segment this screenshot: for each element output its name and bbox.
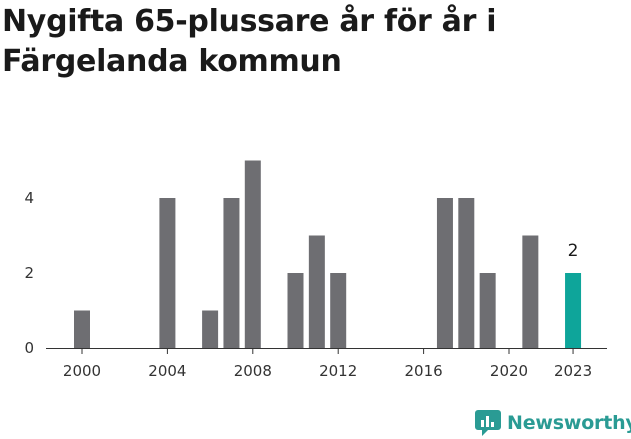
brand-logo: Newsworthy [475,407,631,439]
x-tick-label: 2000 [63,362,101,380]
bar [436,198,453,348]
bar [479,273,496,348]
x-tick-label: 2004 [148,362,186,380]
data-label: 2 [568,241,579,261]
bar-highlight [565,273,582,348]
newsworthy-logo-icon [475,410,501,436]
brand-name: Newsworthy [507,412,631,434]
bar [202,310,219,348]
bar [287,273,304,348]
x-tick-label: 2016 [405,362,443,380]
x-tick-label: 2023 [554,362,592,380]
bar [308,235,325,348]
y-tick-label: 4 [24,189,34,207]
bar [244,160,261,348]
x-tick-label: 2020 [490,362,528,380]
chart-title: Nygifta 65-plussare år för år i Färgelan… [2,4,497,79]
y-tick-label: 2 [24,264,34,282]
bar [74,310,90,348]
bar [522,235,539,348]
bar [330,273,347,348]
x-tick-label: 2012 [319,362,357,380]
x-tick-label: 2008 [234,362,272,380]
bar [458,198,475,348]
bar [223,198,240,348]
y-tick-label: 0 [24,339,34,357]
bar [159,198,176,348]
